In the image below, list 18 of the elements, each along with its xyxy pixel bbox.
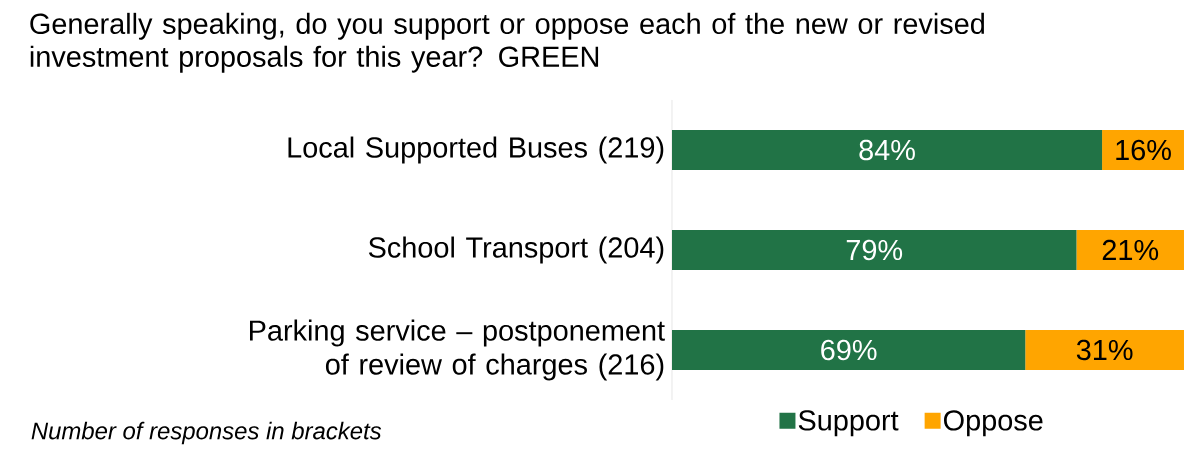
y-tick-label: Parking service – postponement of review of charges (216): [250, 319, 665, 381]
bar: [672, 230, 1077, 271]
bar: [1025, 330, 1184, 371]
data-label: 16%: [1116, 139, 1171, 161]
data-label: 21%: [1102, 239, 1159, 261]
legend-label: Oppose: [944, 410, 1043, 437]
y-tick-label: School Transport (204): [368, 236, 664, 264]
bar: [672, 130, 1103, 171]
bar: [1076, 230, 1184, 271]
bar: [672, 330, 1026, 371]
data-label: 31%: [1076, 339, 1133, 361]
legend-label: Support: [798, 410, 899, 437]
data-label: 69%: [821, 339, 877, 361]
data-label: 79%: [846, 239, 903, 261]
data-label: 84%: [859, 139, 915, 161]
chart-title: Generally speaking, do you support or oppose each of the new or revised investment proposals for this year? GREEN: [30, 12, 984, 73]
y-tick-label: Local Supported Buses (219): [288, 136, 664, 164]
text: Number of responses in brackets: [31, 421, 382, 445]
